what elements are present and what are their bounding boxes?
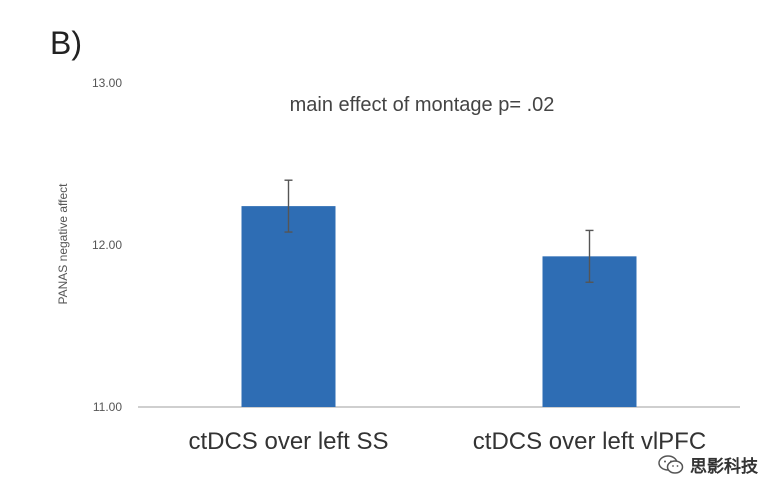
- y-tick-label: 11.00: [93, 400, 122, 414]
- bars: [241, 206, 637, 407]
- y-tick-label: 13.00: [92, 76, 122, 90]
- y-tick-labels: 11.00 12.00 13.00: [92, 76, 122, 414]
- panel-label: B): [50, 25, 82, 61]
- bar: [241, 206, 336, 407]
- chart-title: main effect of montage p= .02: [290, 94, 555, 116]
- wechat-icon: [658, 454, 684, 474]
- y-axis-label: PANAS negative affect: [56, 183, 70, 305]
- x-tick-label: ctDCS over left SS: [188, 428, 388, 455]
- x-tick-labels: ctDCS over left SS ctDCS over left vlPFC: [188, 428, 706, 455]
- error-bar: [585, 229, 594, 283]
- watermark: 思影科技: [658, 452, 758, 477]
- x-tick-label: ctDCS over left vlPFC: [473, 428, 706, 455]
- error-bar: [284, 179, 293, 233]
- y-tick-label: 12.00: [92, 238, 122, 252]
- error-bars: [284, 179, 594, 283]
- watermark-text: 思影科技: [690, 457, 758, 477]
